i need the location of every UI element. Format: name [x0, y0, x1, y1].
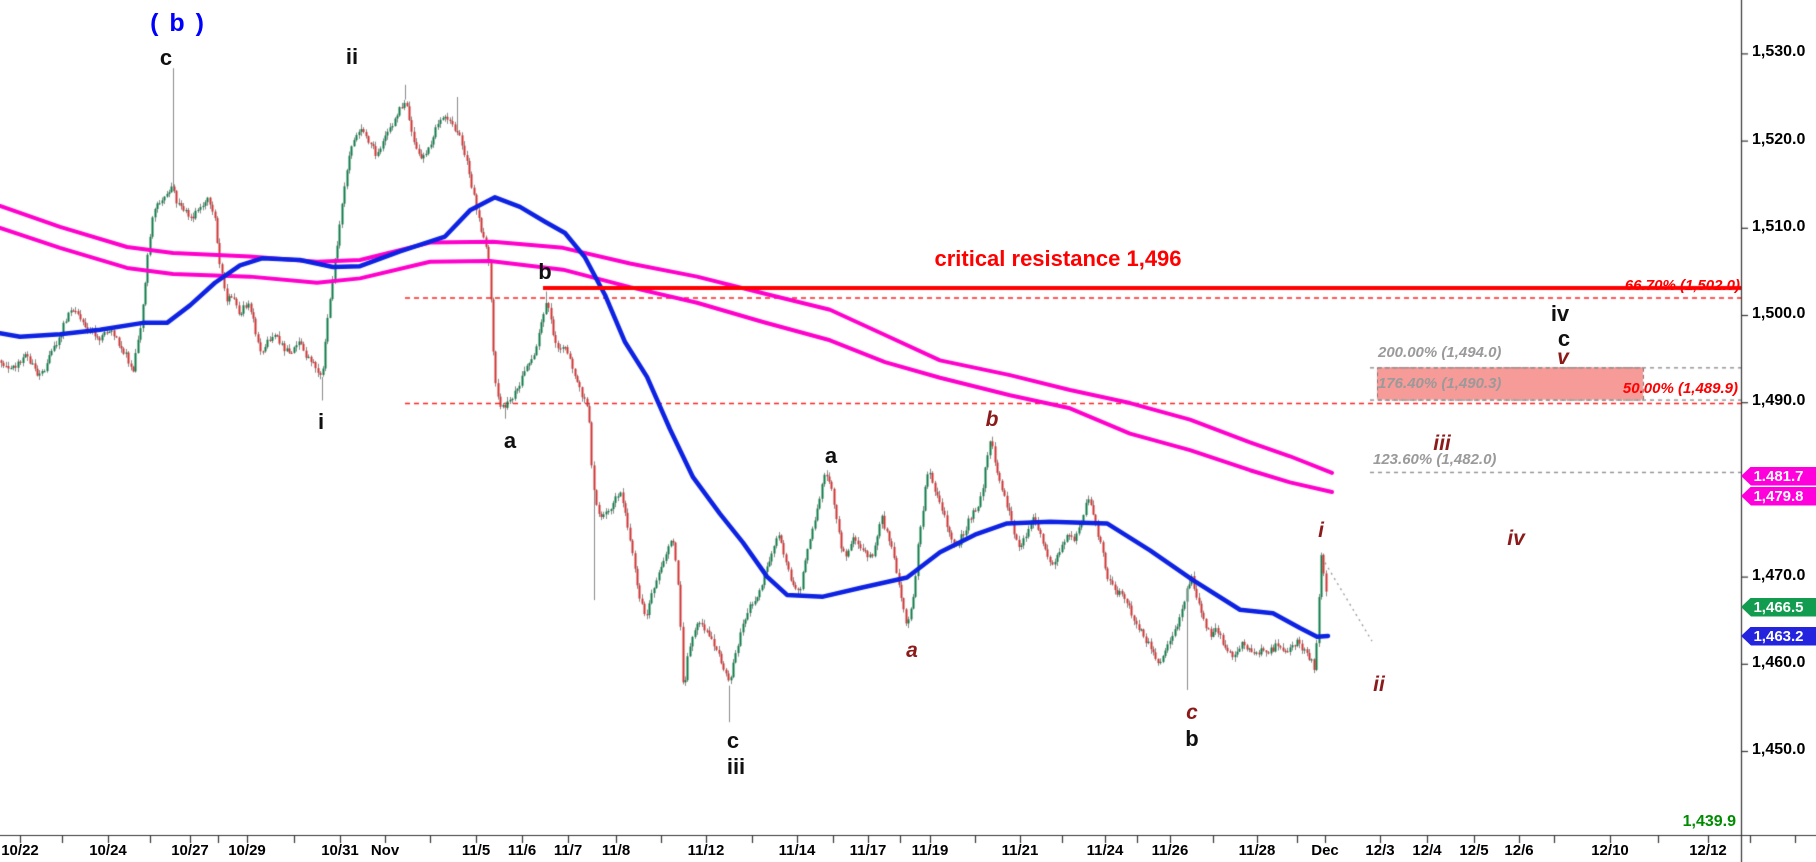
date-axis-label: Nov — [370, 842, 400, 859]
wave-label: iv — [1507, 527, 1525, 550]
date-axis-label: 12/10 — [1591, 842, 1629, 859]
wave-label: ii — [1373, 673, 1385, 696]
wave-label: v — [1557, 346, 1569, 369]
date-axis-label: 11/28 — [1238, 842, 1276, 859]
wave-label: b — [1185, 726, 1199, 751]
date-axis-label: 11/21 — [1001, 842, 1039, 859]
date-axis-label: 11/24 — [1086, 842, 1124, 859]
fib-level-label: 176.40% (1,490.3) — [1378, 375, 1502, 392]
wave-label: b — [985, 408, 999, 431]
date-axis-label: 12/12 — [1689, 842, 1727, 859]
resistance-label: critical resistance 1,496 — [934, 246, 1182, 271]
wave-label: c — [1557, 326, 1571, 351]
price-axis-label: 1,530.0 — [1752, 43, 1806, 61]
wave-label: a — [906, 639, 918, 662]
wave-label: c — [159, 45, 173, 70]
wave-label: iv — [1550, 301, 1570, 326]
session-low-label: 1,439.9 — [1682, 813, 1736, 830]
date-axis-label: 10/31 — [321, 842, 359, 859]
wave-label: iii — [726, 754, 746, 779]
date-axis-label: 12/3 — [1365, 842, 1395, 859]
price-badge: 1,479.8 — [1741, 486, 1816, 506]
price-badge: 1,466.5 — [1741, 597, 1816, 617]
price-axis-label: 1,450.0 — [1752, 741, 1806, 758]
price-axis-label: 1,500.0 — [1752, 305, 1806, 322]
date-axis-label: 12/6 — [1504, 842, 1534, 859]
date-axis-label: 11/19 — [911, 842, 949, 859]
fib-level-label: 50.00% (1,489.9) — [1622, 380, 1738, 397]
date-axis-label: Dec — [1311, 842, 1339, 859]
price-badge: 1.481.7 — [1741, 466, 1816, 486]
fib-level-label: 123.60% (1,482.0) — [1373, 451, 1497, 468]
fib-level-label: 66.70% (1,502.0) — [1624, 277, 1740, 294]
price-axis-label: 1,470.0 — [1752, 566, 1806, 584]
price-axis-label: 1,490.0 — [1752, 392, 1806, 410]
wave-label: i — [317, 409, 325, 434]
date-axis-label: 11/14 — [778, 842, 816, 859]
date-axis-label: 11/26 — [1151, 842, 1189, 859]
wave-label: ii — [345, 44, 359, 69]
date-axis-label: 11/17 — [849, 842, 887, 859]
date-axis-label: 12/4 — [1412, 842, 1442, 859]
date-axis-label: 10/29 — [228, 842, 266, 859]
fib-level-label: 200.00% (1,494.0) — [1378, 344, 1502, 361]
price-badge: 1,463.2 — [1741, 626, 1816, 646]
wave-label: a — [824, 443, 838, 468]
date-axis-label: 11/5 — [461, 842, 491, 859]
wave-label: c — [1186, 701, 1198, 724]
date-axis-label: 11/12 — [687, 842, 725, 859]
wave-degree-title: ( b ) — [150, 9, 206, 37]
date-axis-label: 10/24 — [89, 842, 127, 859]
date-axis-label: 10/22 — [1, 842, 39, 859]
wave-label: a — [503, 428, 517, 453]
price-axis-label: 1,460.0 — [1752, 653, 1806, 671]
date-axis-label: 11/6 — [507, 842, 537, 859]
wave-label: i — [1318, 519, 1324, 542]
date-axis-label: 12/5 — [1459, 842, 1489, 859]
price-axis-label: 1,520.0 — [1752, 130, 1806, 148]
wave-label: b — [538, 259, 552, 284]
date-axis-label: 11/7 — [553, 842, 583, 859]
price-axis-label: 1,510.0 — [1752, 217, 1806, 235]
date-axis-label: 10/27 — [171, 842, 209, 859]
wave-label: iii — [1433, 432, 1451, 455]
wave-label: c — [726, 728, 740, 753]
date-axis-label: 11/8 — [601, 842, 631, 859]
